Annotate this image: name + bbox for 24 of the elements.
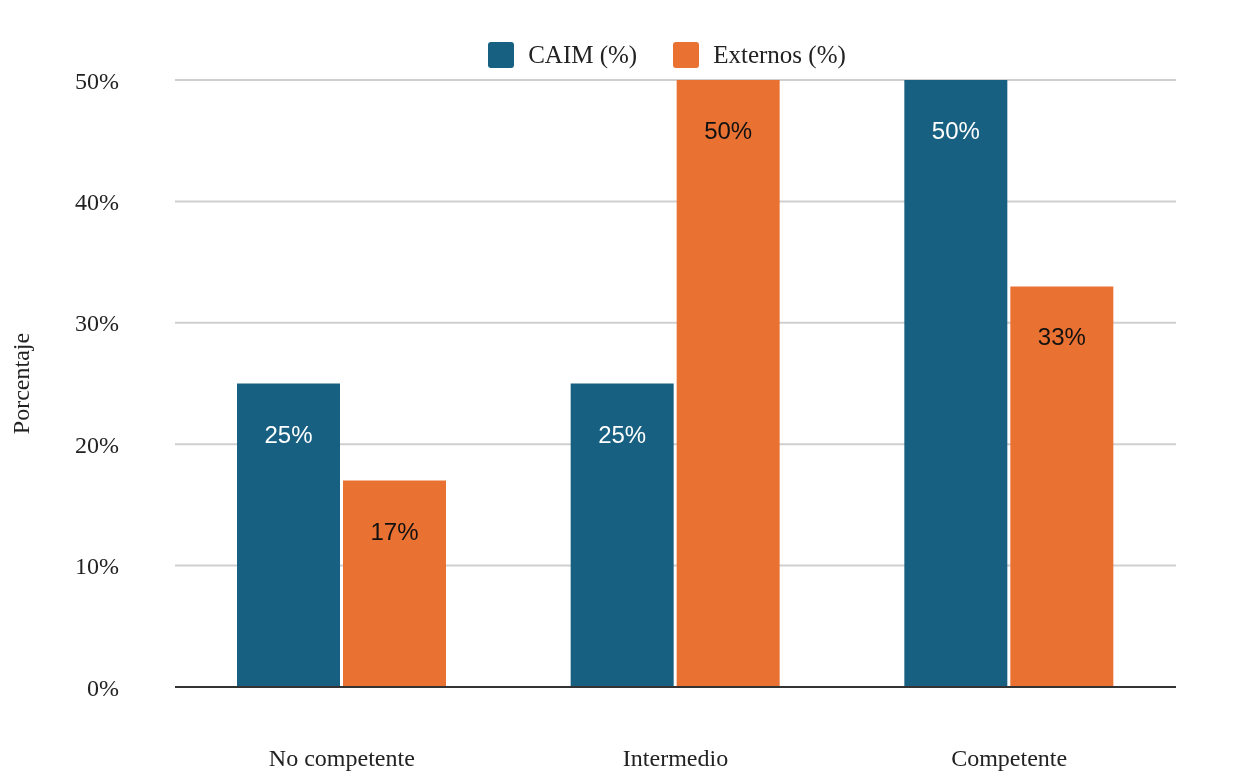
bar — [1010, 286, 1114, 687]
x-tick-label: Intermedio — [622, 745, 729, 772]
data-label: 50% — [931, 117, 980, 145]
x-tick-label: Competente — [951, 745, 1068, 772]
bar — [343, 480, 446, 687]
y-tick-label: 40% — [75, 188, 119, 215]
legend-label: CAIM (%) — [528, 41, 638, 69]
x-tick-label: No competente — [268, 745, 415, 772]
data-label: 33% — [1037, 323, 1086, 351]
bar — [676, 80, 780, 687]
data-label: 17% — [370, 517, 419, 545]
y-tick-label: 0% — [87, 674, 119, 701]
y-tick-label: 50% — [75, 67, 119, 94]
y-tick-label: 20% — [75, 431, 119, 458]
y-tick-label: 30% — [75, 310, 119, 337]
data-label: 25% — [598, 420, 647, 448]
bar — [237, 383, 340, 687]
bar — [904, 80, 1008, 687]
bar — [570, 383, 674, 687]
data-label: 50% — [704, 117, 753, 145]
y-tick-label: 10% — [75, 553, 119, 580]
legend-label: Externos (%) — [713, 41, 846, 69]
y-axis-title: Porcentaje — [7, 332, 34, 435]
data-label: 25% — [264, 420, 313, 448]
